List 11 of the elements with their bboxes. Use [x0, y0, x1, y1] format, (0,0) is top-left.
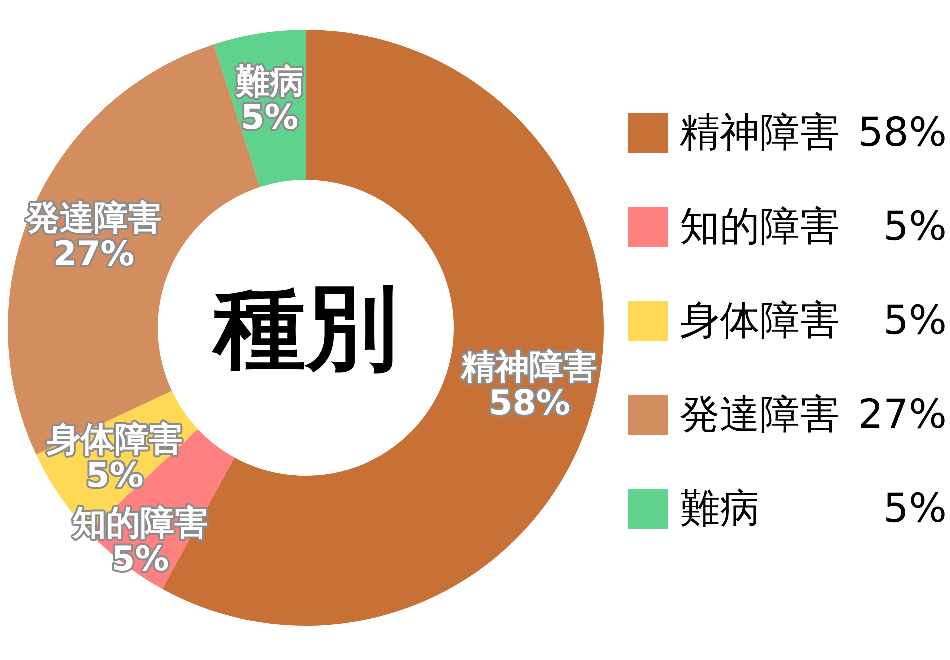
text: 5%: [884, 486, 947, 532]
text: 5%: [884, 204, 947, 250]
legend-label: 知的障害: [680, 204, 841, 250]
legend-label: 難病: [680, 486, 761, 532]
text: 種別: [211, 274, 398, 382]
text: 27%: [858, 392, 947, 438]
legend-label: 精神障害: [680, 110, 841, 156]
legend-label: 身体障害: [680, 298, 841, 344]
text: 58%: [858, 110, 947, 156]
legend-label: 発達障害: [680, 392, 841, 438]
text: 5%: [884, 298, 947, 344]
